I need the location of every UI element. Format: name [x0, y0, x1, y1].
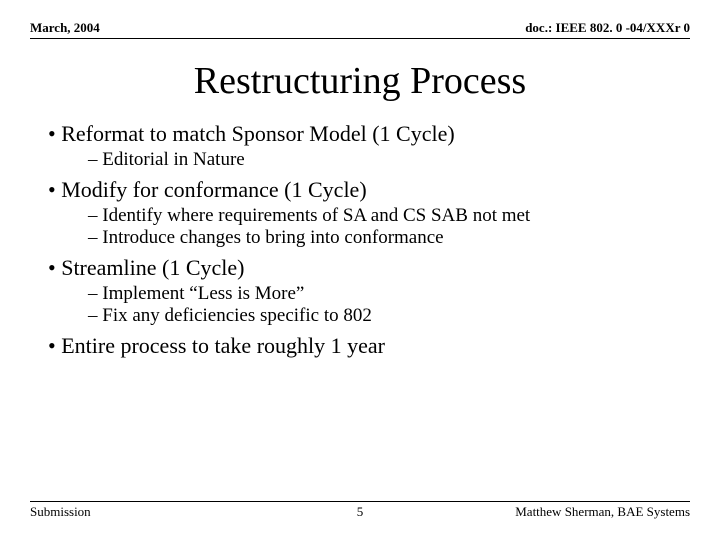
slide-number: 5: [0, 500, 720, 520]
bullet-item: Streamline (1 Cycle) Implement “Less is …: [48, 255, 690, 327]
bullet-text: Modify for conformance (1 Cycle): [61, 177, 366, 202]
bullet-text: Entire process to take roughly 1 year: [61, 333, 385, 358]
sub-bullet-item: Editorial in Nature: [88, 149, 690, 171]
bullet-item: Reformat to match Sponsor Model (1 Cycle…: [48, 121, 690, 171]
sub-bullet-list: Identify where requirements of SA and CS…: [48, 205, 690, 249]
header-date: March, 2004: [30, 20, 100, 36]
sub-bullet-item: Fix any deficiencies specific to 802: [88, 305, 690, 327]
sub-bullet-item: Introduce changes to bring into conforma…: [88, 227, 690, 249]
bullet-item: Modify for conformance (1 Cycle) Identif…: [48, 177, 690, 249]
sub-bullet-item: Identify where requirements of SA and CS…: [88, 205, 690, 227]
bullet-item: Entire process to take roughly 1 year: [48, 333, 690, 359]
sub-bullet-item: Implement “Less is More”: [88, 283, 690, 305]
slide-header: March, 2004 doc.: IEEE 802. 0 -04/XXXr 0: [30, 20, 690, 39]
sub-bullet-list: Editorial in Nature: [48, 149, 690, 171]
sub-bullet-list: Implement “Less is More” Fix any deficie…: [48, 283, 690, 327]
bullet-text: Streamline (1 Cycle): [61, 255, 244, 280]
slide-title: Restructuring Process: [30, 59, 690, 103]
bullet-list: Reformat to match Sponsor Model (1 Cycle…: [30, 121, 690, 359]
header-docid: doc.: IEEE 802. 0 -04/XXXr 0: [525, 20, 690, 36]
slide-content: Reformat to match Sponsor Model (1 Cycle…: [30, 121, 690, 359]
bullet-text: Reformat to match Sponsor Model (1 Cycle…: [61, 121, 454, 146]
